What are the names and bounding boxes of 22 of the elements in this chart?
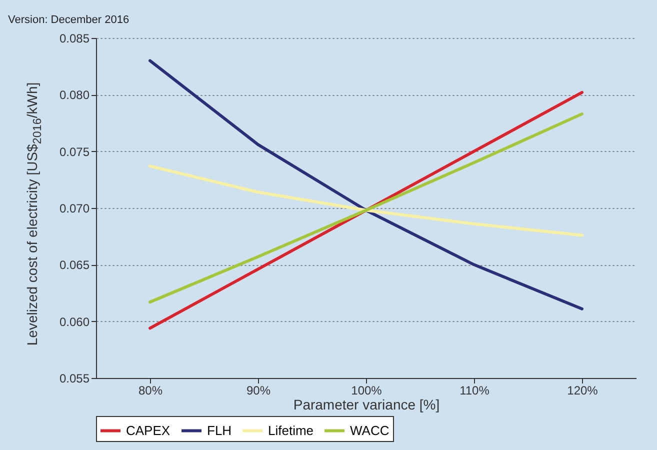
line-series — [148, 112, 584, 304]
x-tick-label: 110% — [460, 384, 490, 398]
x-tick-label: 120% — [567, 384, 598, 398]
legend-label: Lifetime — [268, 422, 314, 438]
y-tick-label: 0.070 — [59, 202, 90, 216]
legend-label: FLH — [207, 422, 232, 438]
y-tick-label: 0.060 — [59, 314, 90, 329]
y-tick-label: 0.065 — [59, 258, 90, 272]
x-tick-label: 100% — [351, 384, 382, 398]
x-axis-title: Parameter variance [%] — [293, 396, 440, 412]
text: Version: December 2016 — [8, 14, 130, 26]
y-tick-label: 0.085 — [59, 32, 90, 46]
legend-label: WACC — [350, 422, 390, 438]
y-tick-label: 0.075 — [59, 144, 90, 159]
legend-label: CAPEX — [126, 422, 170, 438]
line-series — [148, 90, 584, 330]
x-tick-label: 80% — [138, 384, 163, 398]
y-tick-label: 0.080 — [59, 88, 90, 102]
line-series — [148, 164, 584, 237]
y-tick-label: 0.055 — [59, 372, 90, 386]
line-series — [148, 59, 584, 310]
x-tick-label: 90% — [246, 384, 271, 398]
